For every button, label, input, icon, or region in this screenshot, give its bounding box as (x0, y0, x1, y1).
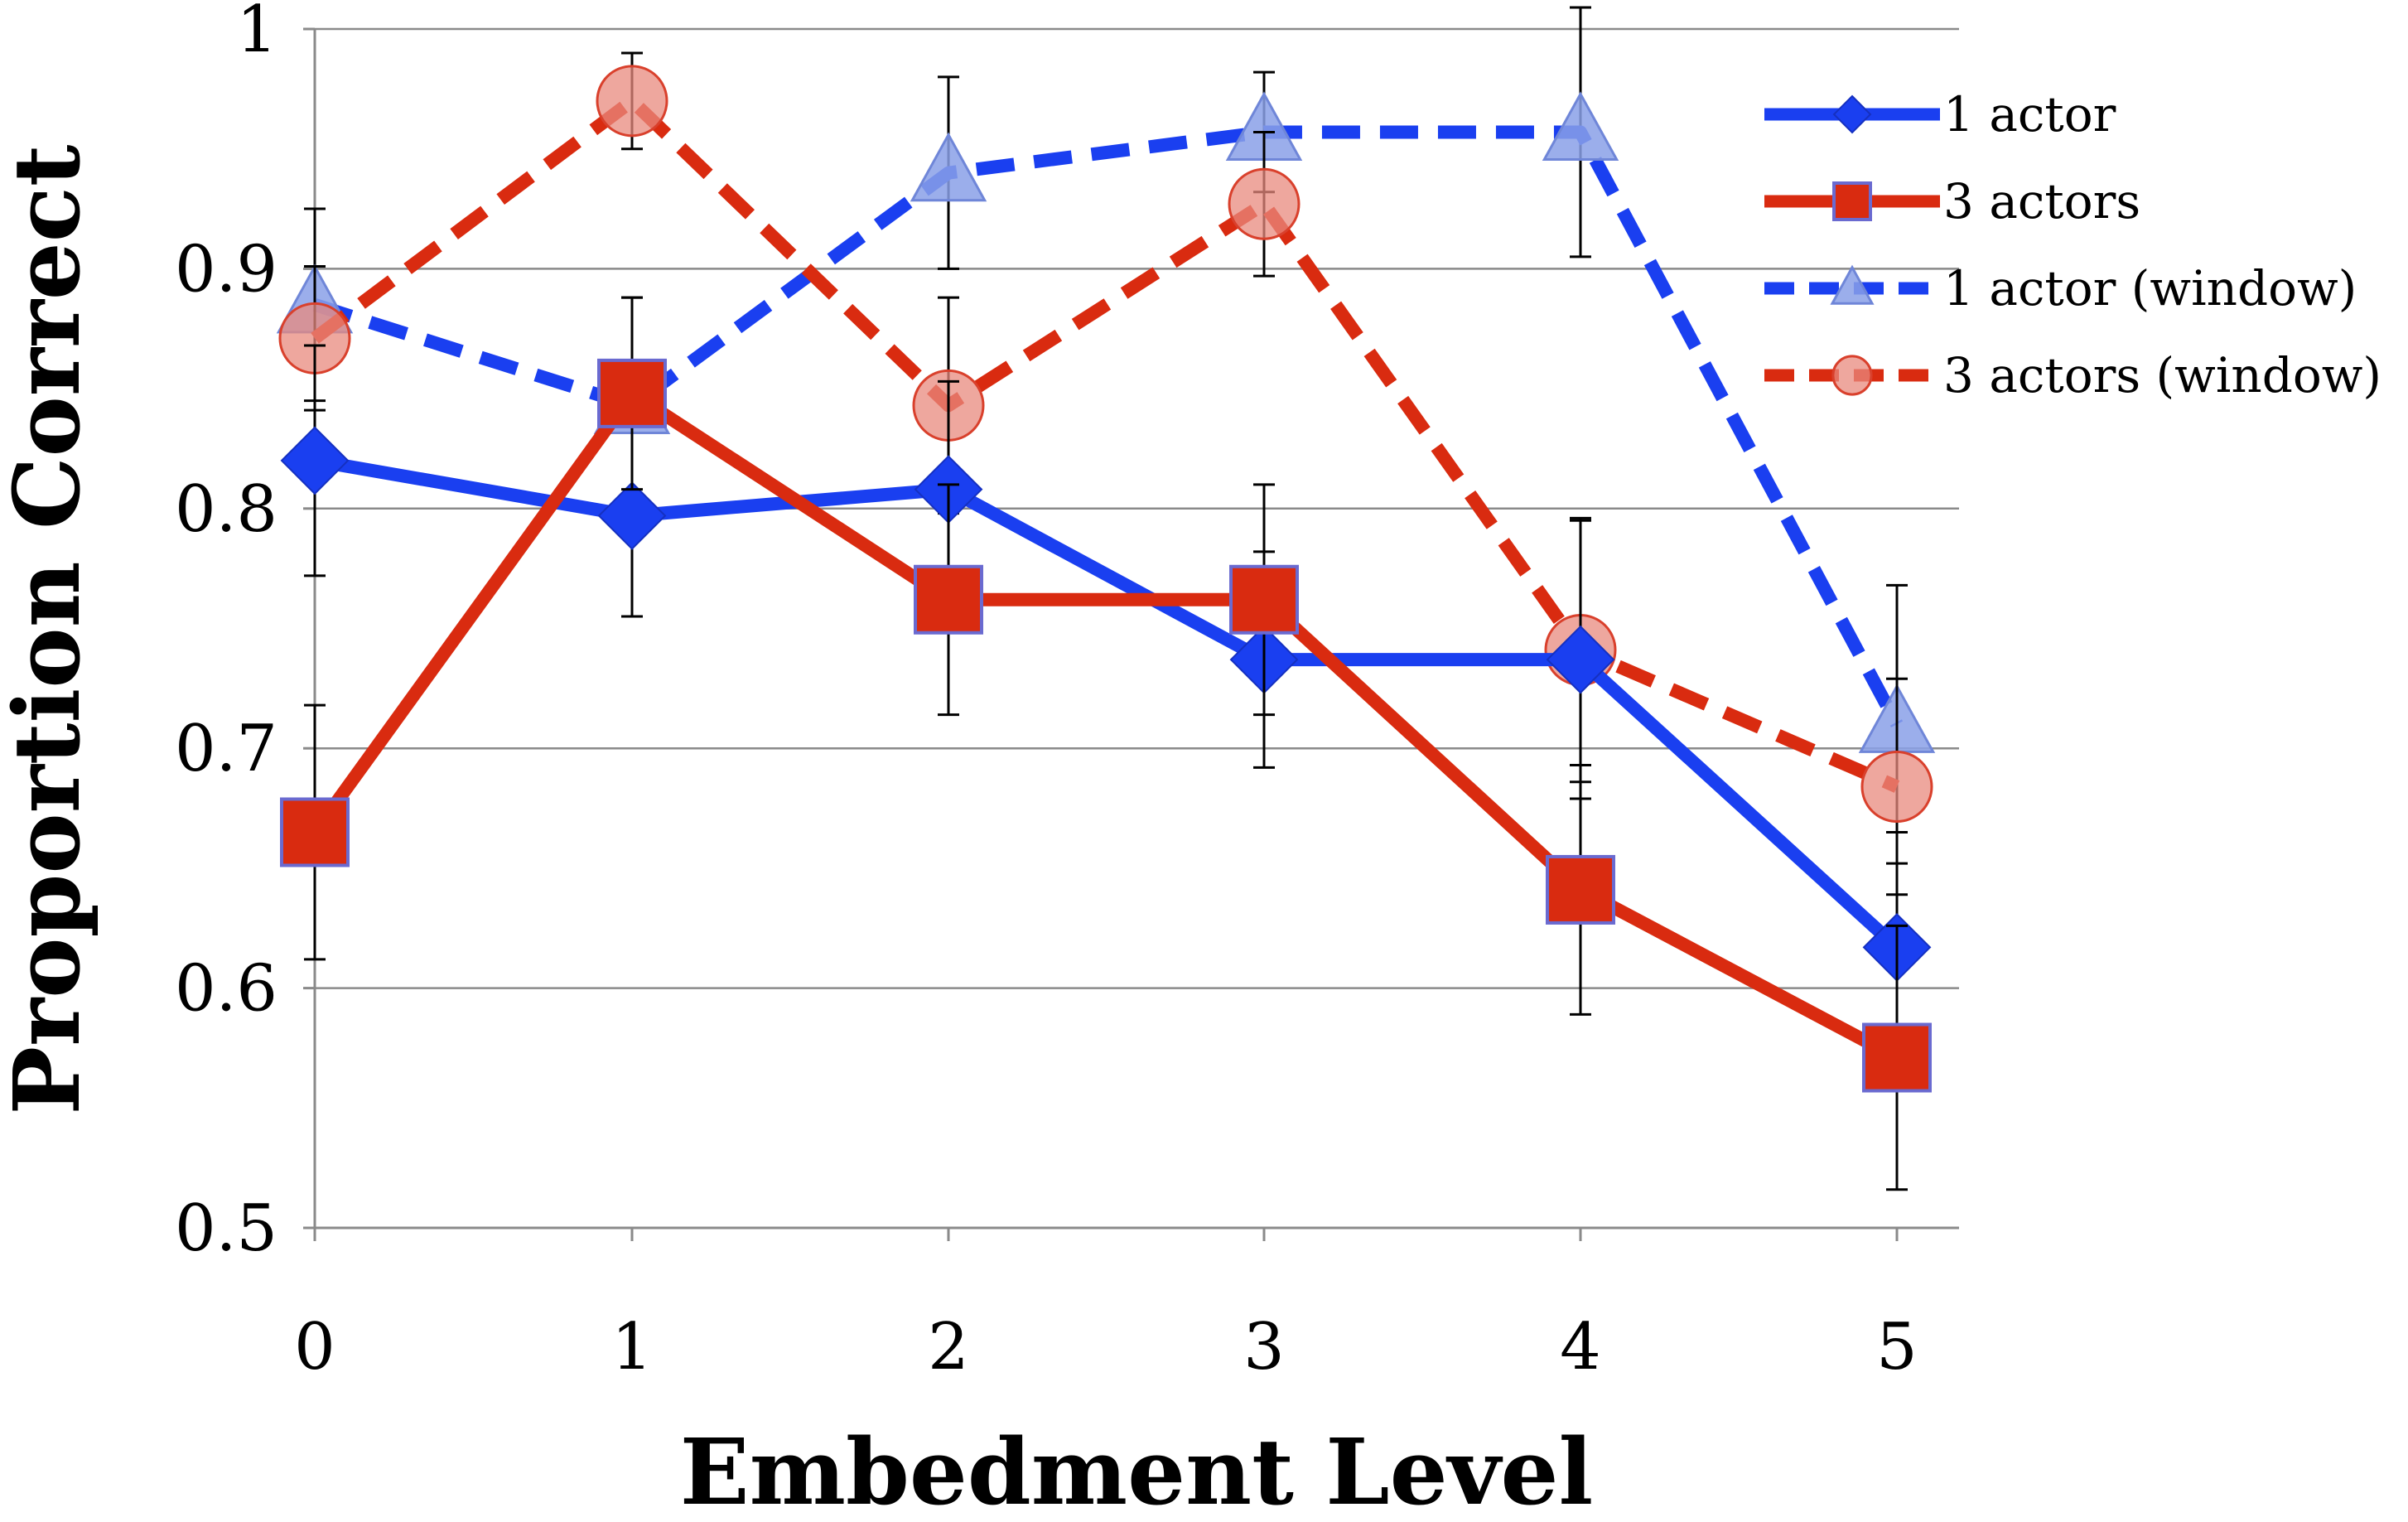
x-tick-label: 2 (928, 1310, 969, 1384)
y-tick-label: 0.5 (175, 1191, 277, 1266)
x-tick-labels: 0 1 2 3 4 5 (294, 1310, 1918, 1384)
data-point (1862, 1022, 1932, 1093)
x-tick-label: 3 (1243, 1310, 1285, 1384)
series-line (309, 386, 1900, 1064)
x-tick-label: 4 (1560, 1310, 1601, 1384)
x-tick-label: 1 (611, 1310, 653, 1384)
data-point (280, 797, 350, 867)
axes (313, 29, 1959, 1230)
y-tick-label: 1 (236, 0, 277, 67)
data-point (914, 564, 983, 635)
data-point (1542, 91, 1619, 162)
data-point (1229, 564, 1299, 635)
data-point (596, 65, 668, 138)
legend-marker (1832, 181, 1872, 221)
y-tick-labels: 0.5 0.6 0.7 0.8 0.9 1 (175, 0, 277, 1266)
legend-label: 3 actors (window) (1943, 347, 2381, 403)
x-tick-label: 5 (1876, 1310, 1918, 1384)
x-tick-label: 0 (294, 1310, 335, 1384)
series-1-actor-window- (276, 6, 1936, 865)
legend-label: 3 actors (1943, 173, 2140, 230)
legend-marker (1830, 264, 1875, 305)
data-point (280, 426, 350, 495)
y-axis-title: Proportion Correct (0, 144, 100, 1114)
data-point (1228, 167, 1301, 240)
data-point (1546, 625, 1615, 694)
y-tick-label: 0.7 (175, 712, 277, 786)
y-tick-label: 0.6 (175, 952, 277, 1027)
series-3-actors (280, 296, 1932, 1191)
data-point (1860, 751, 1933, 824)
legend-marker (1831, 355, 1873, 396)
series-1-actor (280, 344, 1932, 1064)
series-line (313, 454, 1902, 953)
data-point (597, 481, 667, 550)
series-3-actors-window- (278, 51, 1933, 896)
series-line (312, 125, 1904, 728)
series-line (311, 94, 1900, 793)
legend-label: 1 actor (window) (1943, 260, 2357, 316)
y-tick-label: 0.9 (175, 232, 277, 307)
legend-marker (1832, 94, 1872, 134)
legend-label: 1 actor (1943, 86, 2116, 143)
grid (303, 27, 1959, 1241)
y-tick-label: 0.8 (175, 472, 277, 547)
legend: 1 actor 3 actors 1 actor (window) 3 actors … (1764, 86, 2381, 403)
data-point (1546, 854, 1615, 925)
data-point (597, 358, 667, 428)
data-point (910, 132, 987, 202)
x-axis-title: Embedment Level (680, 1418, 1594, 1522)
series (276, 6, 1936, 1191)
